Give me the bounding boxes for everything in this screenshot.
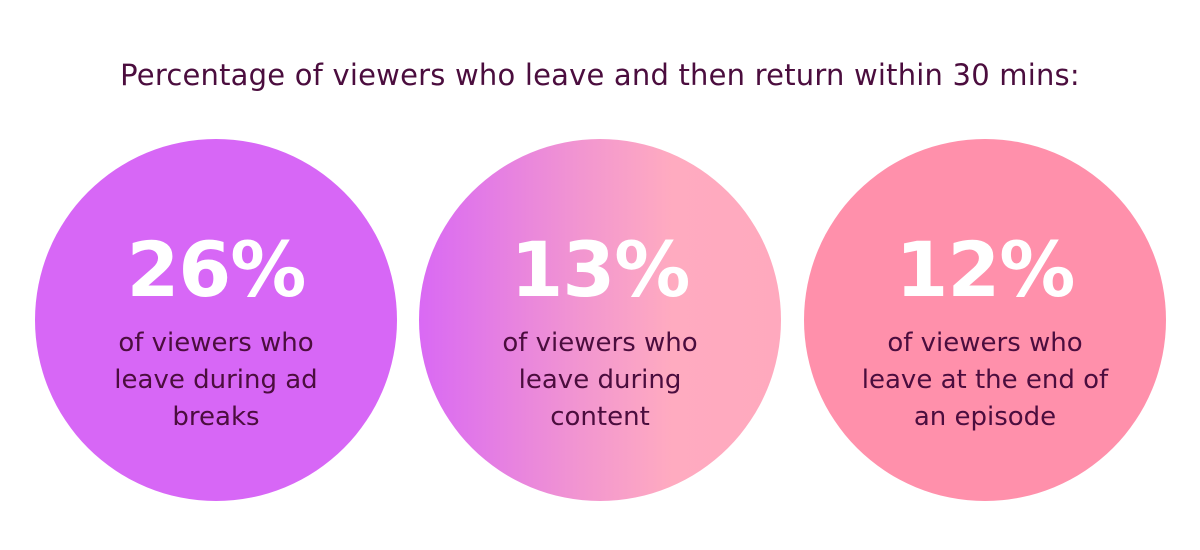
stat-circle: 13% of viewers who leave during content: [419, 139, 781, 501]
stat-circle: 26% of viewers who leave during ad break…: [35, 139, 397, 501]
stat-value: 12%: [895, 225, 1076, 314]
stat-label: of viewers who leave at the end of an ep…: [861, 328, 1109, 432]
stat-value: 13%: [510, 225, 691, 314]
stat-value: 26%: [126, 225, 307, 314]
stat-label: of viewers who leave during content: [502, 328, 698, 432]
stat-circle: 12% of viewers who leave at the end of a…: [804, 139, 1166, 501]
title: Percentage of viewers who leave and then…: [120, 58, 1080, 92]
stat-label: of viewers who leave during ad breaks: [114, 328, 318, 432]
